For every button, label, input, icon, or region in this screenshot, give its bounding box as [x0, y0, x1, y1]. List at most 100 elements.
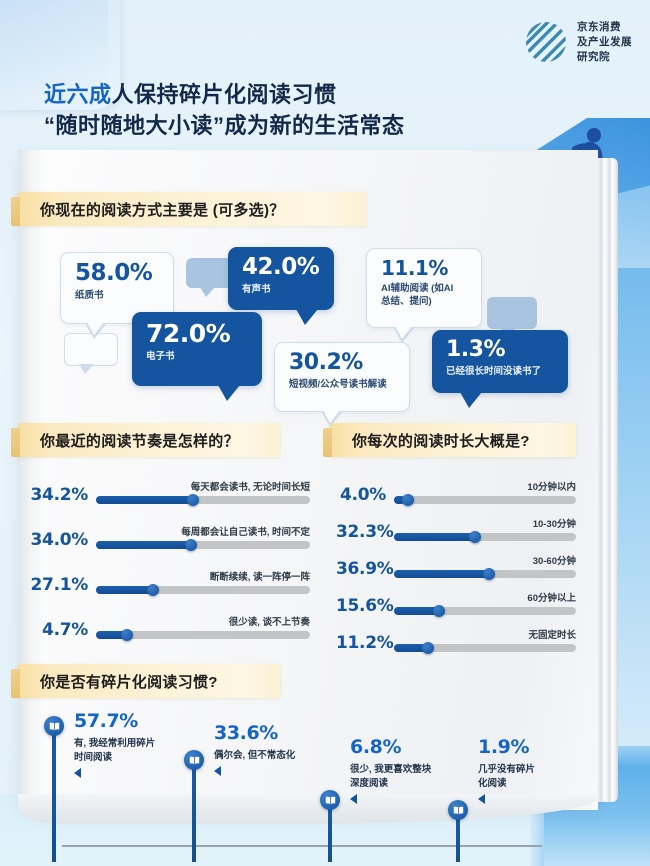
- slider-track[interactable]: [96, 586, 310, 594]
- banner-tail: [11, 197, 20, 226]
- pin-description: 几乎没有碎片 化阅读: [478, 763, 578, 791]
- bubble-percent: 58.0%: [75, 260, 153, 286]
- bubble-tail: [218, 385, 240, 401]
- section-header-reading-duration: 你每次的阅读时长大概是?: [323, 423, 576, 457]
- slider-knob[interactable]: [432, 605, 445, 617]
- slider-row[interactable]: 36.9% 30-60分钟: [336, 550, 586, 580]
- pin-label: 33.6% 偶尔会, 但不常态化: [214, 724, 334, 776]
- slider-fill: [96, 541, 193, 549]
- pin-description: 偶尔会, 但不常态化: [214, 749, 334, 763]
- bubble-label: 电子书: [146, 351, 175, 362]
- bubble-short-video[interactable]: 30.2% 短视频/公众号读书解读: [274, 342, 410, 427]
- slider-knob[interactable]: [121, 629, 134, 641]
- slider-row[interactable]: 34.0% 每周都会让自己读书, 时间不定: [30, 519, 318, 551]
- bubble-label-line2: 总结、提问): [381, 295, 432, 307]
- pin-stem: [456, 818, 460, 862]
- section-title: 你每次的阅读时长大概是?: [352, 432, 530, 450]
- bubble-label: 短视频/公众号读书解读: [289, 379, 387, 390]
- headline-highlight: 近六成: [44, 82, 112, 107]
- slider-knob[interactable]: [146, 584, 159, 596]
- section-header-reading-methods: 你现在的阅读方式主要是 (可多选)？: [11, 192, 366, 226]
- brand-name-line3: 研究院: [577, 50, 610, 63]
- pin-stem: [52, 734, 56, 862]
- slider-percent: 27.1%: [30, 575, 89, 595]
- slider-track[interactable]: [394, 533, 576, 541]
- slider-row[interactable]: 32.3% 10-30分钟: [336, 513, 586, 543]
- bubble-percent: 72.0%: [146, 319, 231, 348]
- bubble-tail-inner: [395, 326, 412, 339]
- bubble-ai-assisted[interactable]: 11.1% AI辅助阅读 (如AI 总结、提问): [366, 248, 482, 343]
- pin-baseline-axis: [62, 845, 542, 847]
- slider-caption: 10分钟以内: [527, 482, 576, 493]
- pin-description: 很少, 我更喜欢整块 深度阅读: [350, 763, 466, 791]
- banner-tail: [11, 428, 20, 457]
- slider-row[interactable]: 11.2% 无固定时长: [336, 624, 586, 654]
- slider-caption: 30-60分钟: [532, 556, 576, 567]
- brand-name: 京东消费 及产业发展 研究院: [577, 20, 632, 65]
- slider-caption: 每周都会让自己读书, 时间不定: [181, 527, 310, 538]
- slider-percent: 11.2%: [336, 633, 394, 653]
- pin-description-line2: 深度阅读: [350, 777, 389, 789]
- bubble-percent: 42.0%: [242, 254, 320, 280]
- headline-rest: 人保持碎片化阅读习惯: [111, 82, 337, 107]
- bubble-long-time-no-read[interactable]: 1.3% 已经很长时间没读书了: [432, 330, 568, 408]
- pin-head[interactable]: [184, 750, 204, 770]
- bubble-audio-book[interactable]: 42.0% 有声书: [228, 247, 334, 325]
- pin-description-line1: 有, 我经常利用碎片: [74, 738, 156, 749]
- slider-fill: [394, 496, 405, 504]
- slider-fill: [394, 533, 476, 541]
- pin-stem: [328, 808, 332, 862]
- bubble-tail: [460, 392, 482, 408]
- pin-arrow-icon: [350, 793, 357, 804]
- slider-knob[interactable]: [468, 531, 481, 543]
- slider-knob[interactable]: [401, 494, 414, 506]
- slider-track[interactable]: [394, 496, 576, 504]
- pin-description-line1: 几乎没有碎片: [478, 764, 536, 775]
- pin-percent: 1.9%: [478, 736, 530, 758]
- slider-fill: [96, 586, 154, 594]
- pin-label: 1.9% 几乎没有碎片 化阅读: [478, 738, 578, 804]
- slider-row[interactable]: 15.6% 60分钟以上: [336, 587, 586, 617]
- slider-row[interactable]: 34.2% 每天都会读书, 无论时间长短: [30, 474, 318, 506]
- slider-track[interactable]: [96, 541, 310, 549]
- pin-description-line2: 时间阅读: [74, 751, 113, 763]
- pin-head[interactable]: [44, 716, 64, 736]
- open-book-icon: [453, 806, 463, 814]
- banner-tail: [323, 428, 332, 457]
- slider-percent: 4.0%: [340, 485, 386, 505]
- slider-percent: 32.3%: [336, 522, 394, 542]
- section-title: 你是否有碎片化阅读习惯?: [40, 673, 218, 691]
- pin-percent: 57.7%: [74, 710, 138, 732]
- slider-knob[interactable]: [421, 642, 434, 654]
- slider-track[interactable]: [96, 496, 310, 504]
- pin-head[interactable]: [320, 790, 340, 810]
- pin-label: 6.8% 很少, 我更喜欢整块 深度阅读: [350, 738, 466, 804]
- slider-track[interactable]: [394, 607, 576, 615]
- bubble-ebook[interactable]: 72.0% 电子书: [132, 312, 262, 401]
- pin-arrow-icon: [214, 765, 221, 776]
- bubble-label: 已经很长时间没读书了: [446, 366, 542, 377]
- slider-fill: [96, 496, 195, 504]
- slider-knob[interactable]: [185, 539, 198, 551]
- slider-knob[interactable]: [187, 494, 200, 506]
- page-title: 近六成人保持碎片化阅读习惯 “随时随地大小读”成为新的生活常态: [44, 80, 514, 142]
- open-book-icon: [189, 756, 199, 764]
- slider-row[interactable]: 27.1% 断断续续, 读一阵停一阵: [30, 564, 318, 596]
- slider-caption: 很少读, 谈不上节奏: [228, 617, 310, 628]
- slider-knob[interactable]: [483, 568, 496, 580]
- slider-caption: 60分钟以上: [527, 593, 576, 604]
- slider-row[interactable]: 4.7% 很少读, 谈不上节奏: [30, 609, 318, 641]
- bubble-percent: 30.2%: [289, 350, 363, 375]
- bubble-tail: [296, 309, 318, 325]
- open-book-icon: [325, 796, 335, 804]
- section-title: 你现在的阅读方式主要是 (可多选)？: [40, 201, 285, 219]
- pin-head[interactable]: [448, 800, 468, 820]
- brand-name-line1: 京东消费: [577, 21, 621, 33]
- slider-track[interactable]: [394, 644, 576, 652]
- section-header-reading-rhythm: 你最近的阅读节奏是怎样的？: [11, 423, 280, 457]
- decorative-bubble-3: [487, 297, 537, 338]
- bubble-label: 有声书: [242, 284, 271, 295]
- slider-row[interactable]: 4.0% 10分钟以内: [336, 476, 586, 506]
- pin-arrow-icon: [478, 793, 485, 804]
- slider-track[interactable]: [96, 631, 310, 639]
